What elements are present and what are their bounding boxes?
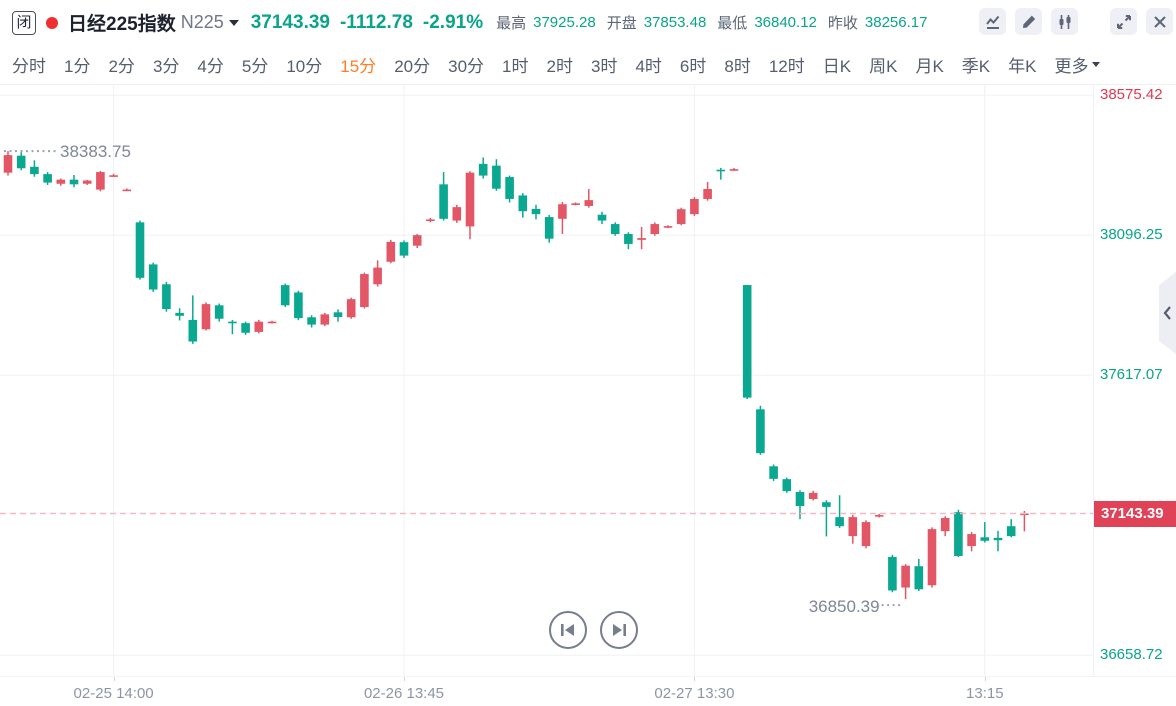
chevron-down-icon <box>228 19 239 26</box>
symbol-code: N225 <box>180 12 224 32</box>
time-axis-label-3: 13:15 <box>966 685 1004 702</box>
time-axis: 02-25 14:00 02-26 13:45 02-27 13:30 13:15 <box>0 676 1176 706</box>
open-label: 开盘 <box>606 15 637 32</box>
prev-close-value: 38256.17 <box>864 14 928 31</box>
last-price: 37143.39 <box>250 11 330 33</box>
price-axis-label-0: 38575.42 <box>1100 86 1163 104</box>
time-axis-tick-3 <box>984 677 986 681</box>
chevron-down-icon <box>1092 62 1101 67</box>
replay-controls <box>549 611 638 649</box>
tab-tf-0[interactable]: 分时 <box>12 57 46 76</box>
tab-tf-7[interactable]: 15分 <box>340 57 377 76</box>
side-panel-toggle[interactable] <box>1159 272 1176 354</box>
skip-back-button[interactable] <box>549 611 587 649</box>
tab-more[interactable]: 更多 <box>1045 52 1109 77</box>
skip-forward-button[interactable] <box>600 611 638 649</box>
quote-header: 闭 日经225指数 N225 37143.39 -1112.78 -2.91% … <box>0 0 1176 45</box>
tab-tf-21[interactable]: 年K <box>1008 57 1037 76</box>
time-axis-label-0: 02-25 14:00 <box>73 685 154 702</box>
status-dot-icon <box>46 16 58 29</box>
more-label: 更多 <box>1054 57 1089 76</box>
price-axis-label-2: 37617.07 <box>1100 366 1163 384</box>
tab-tf-13[interactable]: 4时 <box>635 57 662 76</box>
tab-tf-14[interactable]: 6时 <box>679 57 707 76</box>
time-axis-tick-1 <box>404 677 405 681</box>
tab-tf-2[interactable]: 2分 <box>108 57 135 76</box>
candlestick-plot[interactable]: 38383.75 36850.39 <box>0 85 1093 676</box>
tab-tf-1[interactable]: 1分 <box>64 57 91 76</box>
svg-text:38383.75: 38383.75 <box>60 142 131 161</box>
tab-tf-5[interactable]: 5分 <box>241 57 269 76</box>
market-status-badge: 闭 <box>12 10 36 35</box>
tab-tf-6[interactable]: 10分 <box>286 57 323 76</box>
index-title: 日经225指数 <box>68 14 176 35</box>
time-axis-label-1: 02-26 13:45 <box>363 685 445 702</box>
timeframe-tabs: 分时 1分 2分 3分 4分 5分 10分 15分 20分 30分 1时 2时 3时 4时 6时 8时 12时日… <box>0 45 1176 85</box>
prev-close-label: 昨收 <box>827 15 858 32</box>
tab-tf-8[interactable]: 20分 <box>394 57 431 76</box>
tab-tf-10[interactable]: 1时 <box>502 57 529 76</box>
draw-pencil-icon[interactable] <box>1015 8 1042 35</box>
tab-tf-20[interactable]: 季K <box>961 57 991 76</box>
candle-settings-icon[interactable] <box>1051 8 1078 35</box>
tab-tf-17[interactable]: 日K <box>822 57 852 76</box>
time-axis-label-2: 02-27 13:30 <box>654 685 735 702</box>
tab-tf-12[interactable]: 3时 <box>590 57 618 76</box>
tab-tf-11[interactable]: 2时 <box>546 57 573 76</box>
low-label: 最低 <box>717 15 748 32</box>
high-label: 最高 <box>496 15 527 32</box>
price-axis: 37143.39 38575.42 38096.25 37617.07 36658.7… <box>1093 85 1176 676</box>
tab-tf-3[interactable]: 3分 <box>152 57 180 76</box>
tab-tf-4[interactable]: 4分 <box>197 57 224 76</box>
quote-block: 37143.39 -1112.78 -2.91% <box>251 12 483 34</box>
tab-tf-15[interactable]: 8时 <box>724 57 751 76</box>
high-value: 37925.28 <box>533 14 596 31</box>
price-axis-label-3: 36658.72 <box>1100 646 1163 664</box>
header-toolbar <box>979 8 1173 35</box>
price-change: -1112.78 <box>339 11 413 33</box>
symbol-selector[interactable]: 日经225指数 N225 <box>68 9 239 36</box>
svg-text:36850.39: 36850.39 <box>809 597 880 616</box>
chart-area: 38383.75 36850.39 37143.39 38575.42 38096.… <box>0 85 1176 676</box>
price-change-pct: -2.91% <box>422 11 484 33</box>
tab-tf-18[interactable]: 周K <box>869 57 898 76</box>
session-stats: 最高 37925.28 开盘 37853.48 最低 36840.12 昨收 3… <box>496 12 931 33</box>
open-value: 37853.48 <box>643 14 707 31</box>
indicator-icon[interactable] <box>979 8 1006 35</box>
tab-tf-16[interactable]: 12时 <box>768 57 805 76</box>
tab-tf-19[interactable]: 月K <box>915 57 944 76</box>
low-value: 36840.12 <box>754 14 817 31</box>
tab-tf-9[interactable]: 30分 <box>448 57 485 76</box>
time-axis-tick-0 <box>113 677 115 681</box>
time-axis-tick-2 <box>694 677 696 681</box>
expand-icon[interactable] <box>1110 8 1137 35</box>
price-axis-label-1: 38096.25 <box>1100 226 1163 244</box>
close-icon[interactable] <box>1146 8 1173 35</box>
current-price-badge: 37143.39 <box>1094 500 1176 527</box>
